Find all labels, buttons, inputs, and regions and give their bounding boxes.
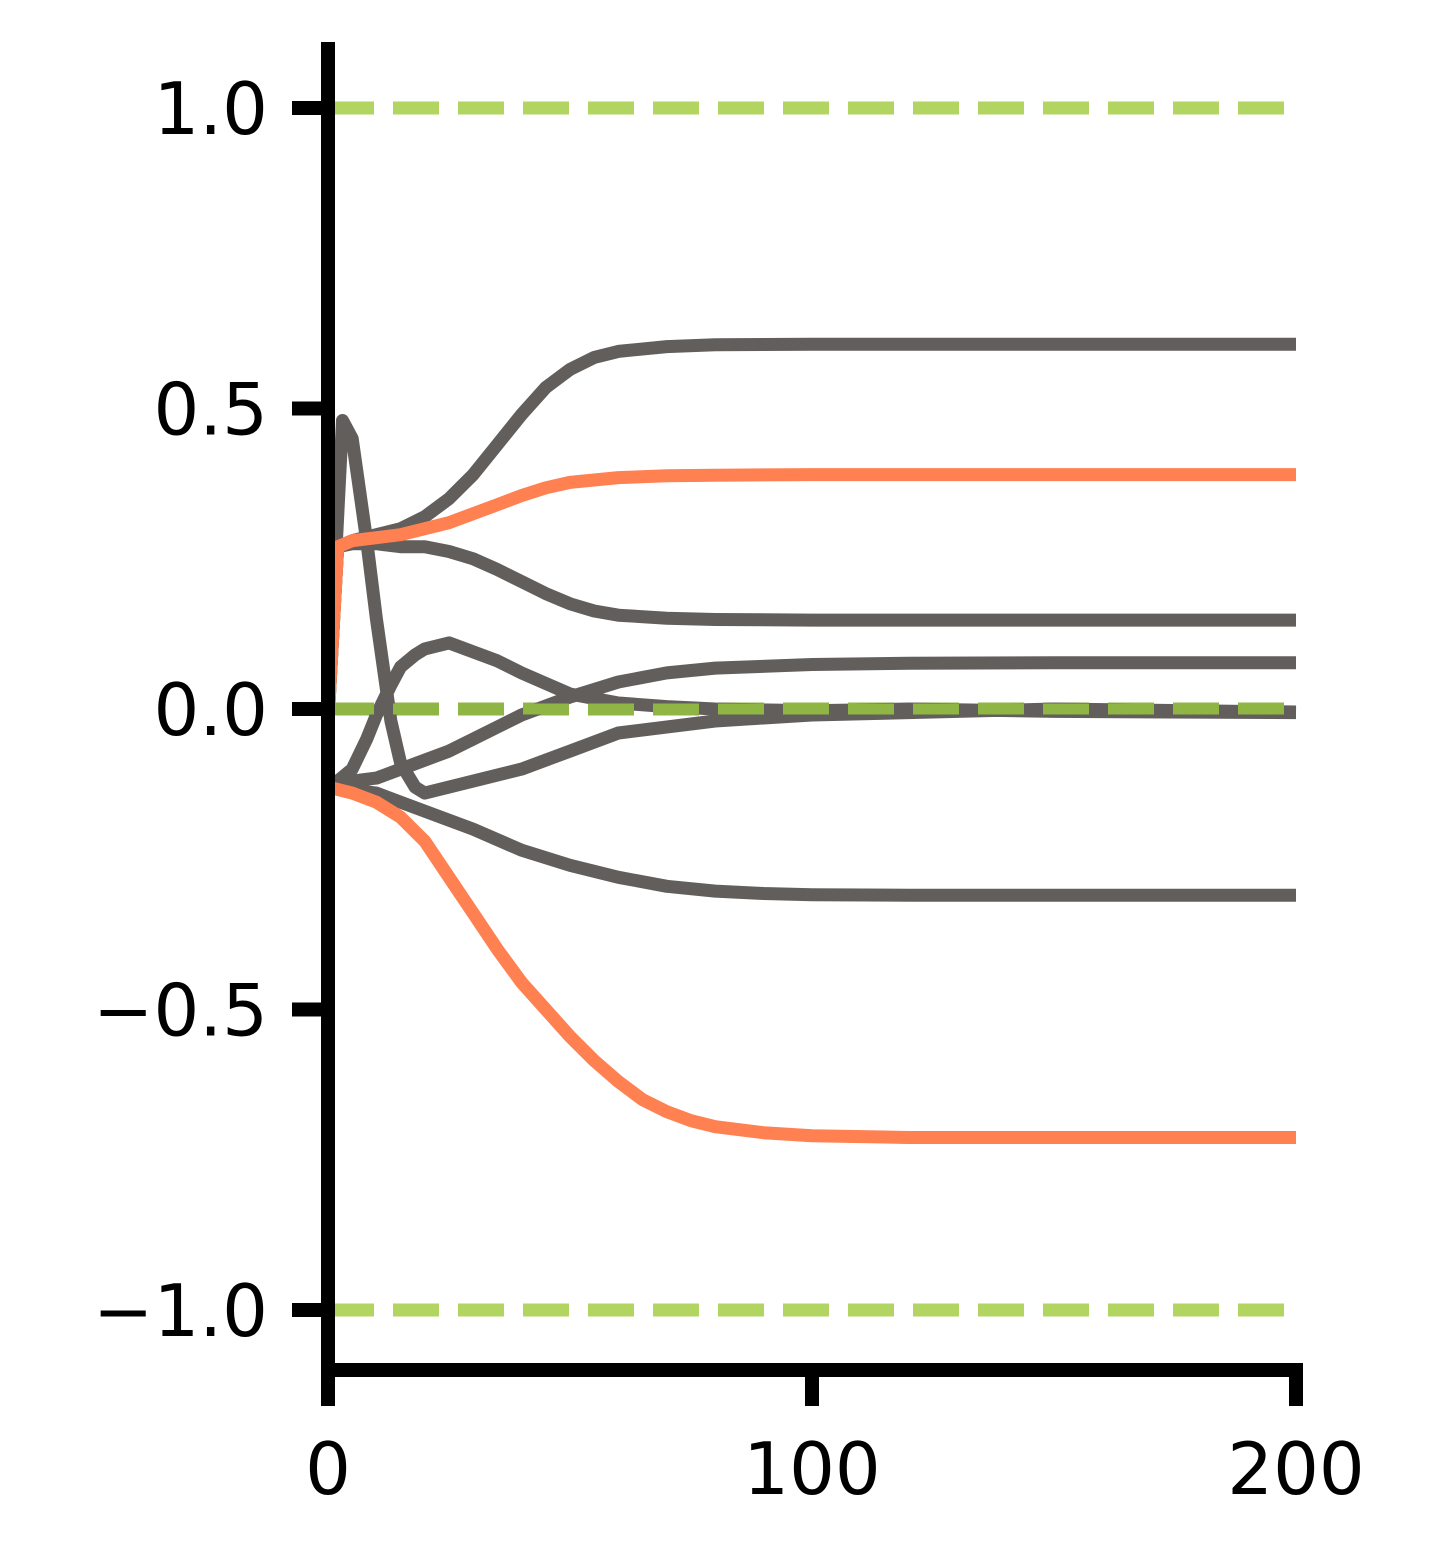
y-tick-label: −1.0 (93, 1269, 268, 1353)
y-ticks: −1.0 −0.5 0.0 0.5 1.0 (93, 67, 328, 1353)
y-tick-label: 0.0 (153, 668, 268, 752)
series-line-7 (326, 780, 1296, 1144)
series-line-5 (328, 656, 1296, 788)
series-line-1 (321, 468, 1296, 722)
x-tick-label: 0 (305, 1427, 351, 1511)
x-tick-label: 200 (1227, 1427, 1364, 1511)
y-tick-label: 1.0 (153, 67, 268, 151)
x-ticks: 0 100 200 (305, 1370, 1365, 1511)
series-lines (321, 337, 1297, 1144)
y-tick-label: −0.5 (93, 969, 268, 1053)
y-tick-label: 0.5 (153, 368, 268, 452)
series-line-6 (327, 780, 1296, 902)
series-line-2 (321, 537, 1296, 722)
x-tick-label: 100 (743, 1427, 880, 1511)
series-line-4 (328, 636, 1297, 788)
